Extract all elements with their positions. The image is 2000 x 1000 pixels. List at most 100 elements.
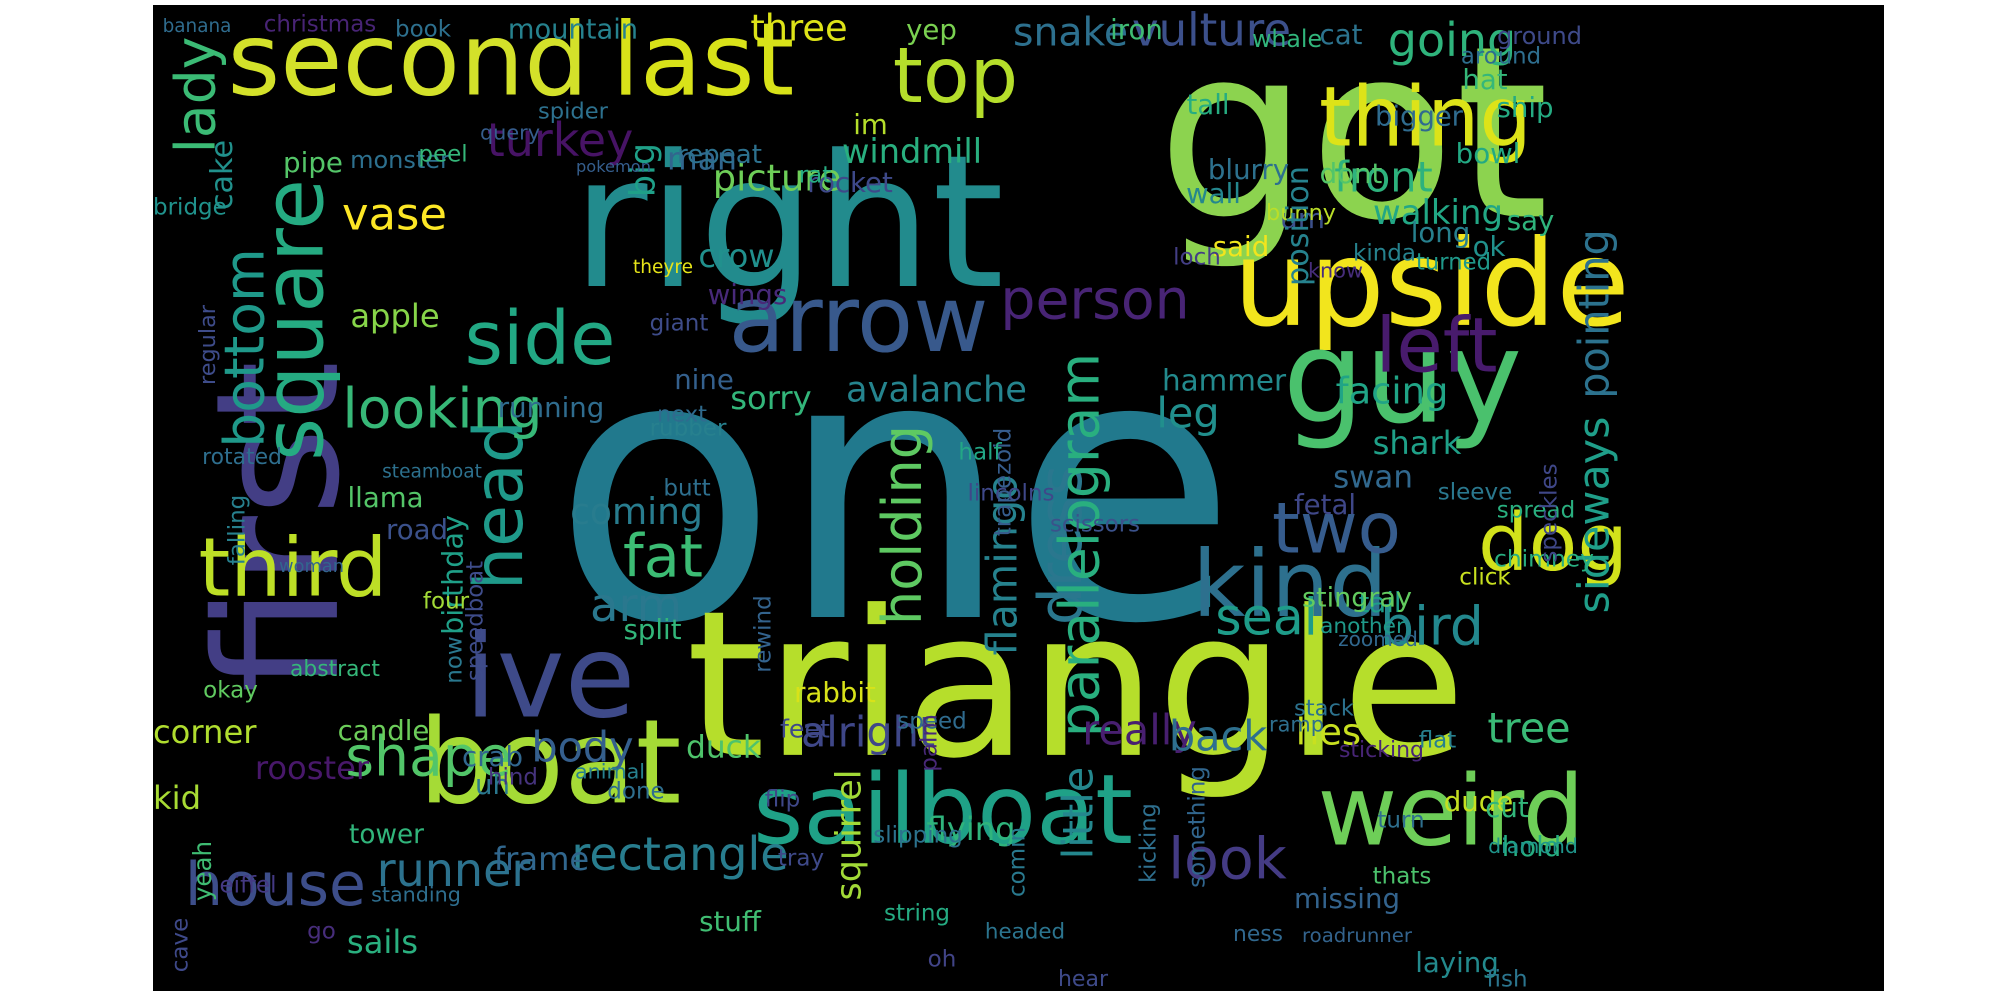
cloud-word-arm: arm: [589, 577, 683, 632]
cloud-word-oh: oh: [927, 946, 957, 972]
cloud-word-got: got: [1157, 5, 1549, 274]
cloud-word-boat: boat: [418, 694, 682, 831]
cloud-word-thats: thats: [1372, 863, 1432, 889]
cloud-word-fish: fish: [1486, 966, 1528, 991]
cloud-word-dog: dog: [1478, 496, 1628, 590]
cloud-word-rat: rat: [798, 162, 832, 188]
cloud-word-dont: dont: [1319, 157, 1383, 191]
cloud-word-steamboat: steamboat: [382, 461, 482, 483]
cloud-word-animal: animal: [574, 759, 646, 784]
cloud-word-cat: cat: [1319, 18, 1363, 52]
cloud-word-duck: duck: [685, 728, 762, 765]
cloud-word-diamond: diamond: [1488, 833, 1578, 858]
cloud-word-back: back: [1168, 711, 1268, 760]
cloud-word-crab: crab: [462, 740, 523, 774]
cloud-word-upside: upside: [1233, 215, 1630, 355]
cloud-word-turn: turn: [1377, 807, 1425, 833]
cloud-word-dude: dude: [1443, 785, 1514, 819]
cloud-word-flat: flat: [1418, 727, 1457, 753]
cloud-word-thing: thing: [1319, 68, 1532, 166]
cloud-word-trapezoid: trapezoid: [990, 427, 1016, 537]
cloud-word-turkey: turkey: [486, 113, 634, 167]
cloud-word-sailboat: sailboat: [753, 753, 1133, 866]
cloud-word-sticking: sticking: [1338, 737, 1425, 763]
cloud-word-comin: comin: [1004, 826, 1030, 898]
cloud-word-house: house: [185, 850, 366, 920]
cloud-word-book: book: [394, 16, 452, 42]
cloud-word-standing: standing: [371, 882, 461, 907]
cloud-word-another: another: [1320, 613, 1405, 639]
cloud-word-repeat: repeat: [676, 139, 763, 170]
cloud-word-banana: banana: [162, 15, 232, 37]
cloud-word-picture: picture: [712, 156, 842, 200]
cloud-word-yep: yep: [906, 13, 957, 47]
cloud-word-squirrel: squirrel: [829, 769, 870, 901]
cloud-word-holding: holding: [871, 424, 934, 626]
cloud-word-feet: feet: [780, 714, 830, 744]
cloud-word-woman: woman: [279, 555, 344, 577]
cloud-word-man: man: [667, 140, 737, 177]
cloud-word-rotated: rotated: [202, 444, 282, 470]
cloud-word-bigger: bigger: [1375, 101, 1463, 133]
cloud-word-pokemon: pokemon: [576, 156, 651, 176]
cloud-word-third: third: [198, 521, 388, 616]
cloud-word-fat: fat: [623, 521, 703, 591]
cloud-word-blurry: blurry: [1207, 153, 1290, 187]
cloud-word-facing: facing: [1335, 369, 1449, 413]
cloud-word-iron: iron: [1110, 13, 1163, 47]
cloud-word-left: left: [1375, 301, 1498, 390]
cloud-word-hold: hold: [1501, 830, 1562, 864]
cloud-word-ok: ok: [1472, 230, 1506, 264]
cloud-word-done: done: [607, 778, 665, 804]
cloud-word-windmill: windmill: [841, 132, 983, 172]
cloud-word-christmas: christmas: [263, 11, 377, 37]
cloud-word-fetal: fetal: [1293, 488, 1357, 522]
cloud-word-one: one: [552, 275, 1238, 704]
cloud-word-sideways: sideways: [1569, 416, 1620, 613]
cloud-word-going: going: [1387, 13, 1517, 67]
cloud-word-ship: ship: [1496, 91, 1554, 125]
cloud-word-three: three: [750, 6, 848, 50]
cloud-word-rooster: rooster: [254, 748, 370, 787]
cloud-word-speed: speed: [897, 708, 967, 734]
cloud-word-last: last: [611, 5, 795, 119]
cloud-word-go: go: [307, 918, 336, 944]
cloud-word-sleeve: sleeve: [1437, 479, 1513, 505]
cloud-word-second: second: [227, 5, 589, 119]
cloud-word-around: around: [1460, 43, 1542, 70]
cloud-word-avalanche: avalanche: [846, 369, 1027, 411]
cloud-word-query: query: [479, 120, 541, 145]
cloud-word-alright: alright: [800, 707, 936, 756]
cloud-word-shark: shark: [1372, 423, 1462, 462]
cloud-word-something: something: [1184, 766, 1210, 888]
cloud-word-runner: runner: [376, 843, 531, 897]
cloud-word-sails: sails: [346, 922, 419, 961]
cloud-word-slipping: slipping: [873, 822, 963, 848]
cloud-word-lincolns: lincolns: [967, 480, 1055, 506]
cloud-word-shape: shape: [345, 725, 512, 790]
cloud-word-person: person: [1000, 268, 1190, 333]
cloud-word-whale: whale: [1251, 25, 1323, 54]
cloud-word-turned: turned: [1416, 249, 1491, 276]
cloud-word-now: now: [441, 636, 467, 684]
cloud-word-zoomed: zoomed: [1338, 626, 1418, 651]
cloud-word-said: said: [1212, 230, 1270, 264]
cloud-word-arrow: arrow: [728, 266, 989, 373]
cloud-word-tree: tree: [1487, 703, 1571, 752]
cloud-word-llama: llama: [347, 481, 424, 515]
cloud-word-loch: loch: [1173, 244, 1221, 270]
cloud-word-hes: hes: [1295, 710, 1362, 754]
cloud-word-two: two: [1272, 486, 1401, 570]
cloud-word-running: running: [497, 391, 605, 425]
cloud-word-cut: cut: [1485, 791, 1529, 825]
cloud-word-bunny: bunny: [1265, 199, 1337, 226]
cloud-word-giant: giant: [649, 310, 709, 336]
cloud-word-corner: corner: [153, 712, 257, 751]
cloud-word-hammer: hammer: [1161, 362, 1287, 397]
cloud-word-theyre: theyre: [633, 256, 693, 278]
cloud-word-really: really: [1082, 705, 1197, 754]
cloud-word-kicking: kicking: [1135, 803, 1162, 883]
cloud-word-side: side: [464, 297, 616, 383]
cloud-word-bird: bird: [1380, 594, 1484, 658]
cloud-word-scissors: scissors: [1049, 511, 1141, 538]
